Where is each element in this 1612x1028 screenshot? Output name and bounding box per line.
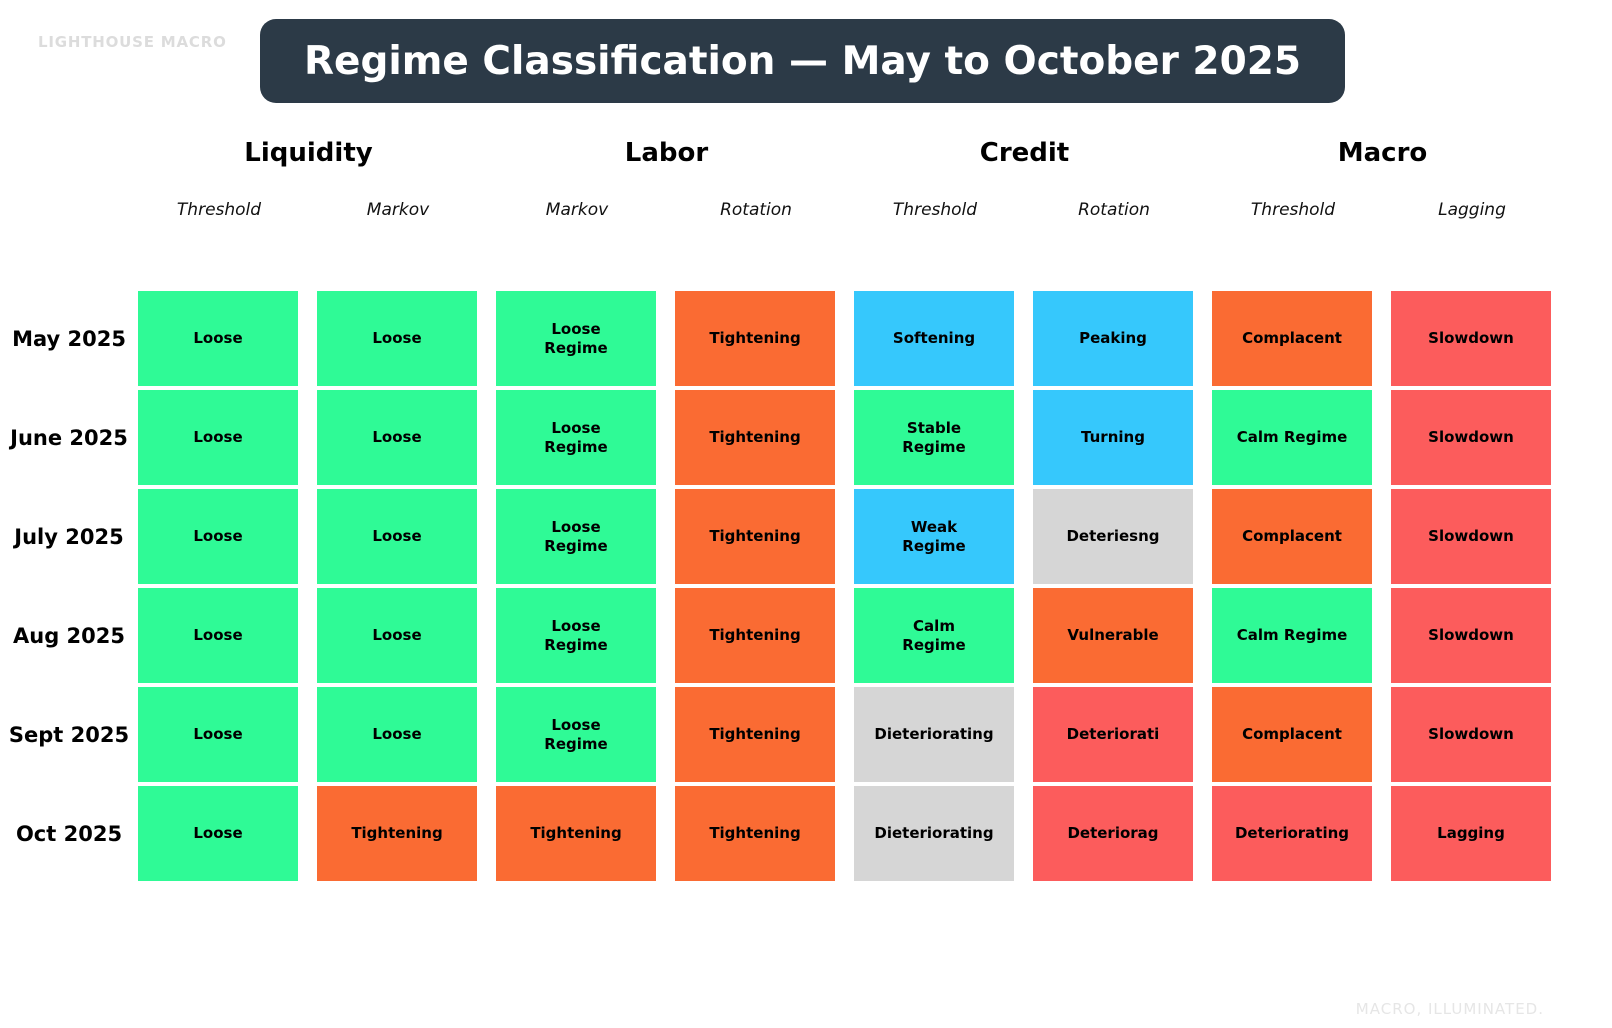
group-header-liquidity: Liquidity — [244, 138, 373, 168]
regime-cell: Loose — [138, 588, 298, 683]
regime-cell: Slowdown — [1391, 588, 1551, 683]
regime-cell: Loose — [138, 291, 298, 386]
regime-cell: Peaking — [1033, 291, 1193, 386]
regime-cell: Calm Regime — [1212, 588, 1372, 683]
row-label: July 2025 — [14, 524, 124, 549]
regime-cell: Deteriorating — [1212, 786, 1372, 881]
regime-cell: Slowdown — [1391, 390, 1551, 485]
regime-cell: Loose Regime — [496, 390, 656, 485]
regime-cell: Deteriorati — [1033, 687, 1193, 782]
regime-cell: Slowdown — [1391, 291, 1551, 386]
regime-cell: Slowdown — [1391, 489, 1551, 584]
page-title: Regime Classification — May to October 2… — [304, 38, 1301, 84]
regime-cell: Tightening — [675, 786, 835, 881]
regime-cell: Loose Regime — [496, 291, 656, 386]
group-header-macro: Macro — [1337, 138, 1428, 168]
row-label: Oct 2025 — [15, 821, 123, 846]
regime-cell: Lagging — [1391, 786, 1551, 881]
group-header-labor: Labor — [624, 138, 709, 168]
sub-header-labor-markov: Markov — [545, 200, 609, 220]
group-header-credit: Credit — [979, 138, 1070, 168]
column-subheader-row: Threshold Markov Markov Rotation Threshold Ro… — [139, 200, 1552, 220]
row-label: June 2025 — [10, 425, 128, 450]
regime-cell: Slowdown — [1391, 687, 1551, 782]
column-group-header-row: Liquidity Labor Credit Macro — [139, 138, 1552, 168]
regime-cell: Loose — [317, 687, 477, 782]
brand-watermark: LIGHTHOUSE MACRO — [38, 33, 227, 51]
regime-cell: Complacent — [1212, 687, 1372, 782]
sub-header-macro-lagging: Lagging — [1438, 200, 1506, 220]
regime-cell: Stable Regime — [854, 390, 1014, 485]
regime-cell: Loose — [317, 588, 477, 683]
regime-cell: Complacent — [1212, 291, 1372, 386]
regime-cell: Loose Regime — [496, 489, 656, 584]
row-label: Aug 2025 — [13, 623, 125, 648]
sub-header-credit-threshold: Threshold — [892, 200, 978, 220]
regime-cell: Turning — [1033, 390, 1193, 485]
title-banner: Regime Classification — May to October 2… — [260, 19, 1345, 103]
regime-cell: Calm Regime — [854, 588, 1014, 683]
regime-cell: Dieteriorating — [854, 687, 1014, 782]
brand-tagline: MACRO, ILLUMINATED. — [1355, 1000, 1544, 1018]
regime-cell: Loose — [317, 390, 477, 485]
regime-cell: Tightening — [675, 390, 835, 485]
regime-cell: Tightening — [675, 489, 835, 584]
regime-cell: Tightening — [675, 588, 835, 683]
regime-cell: Calm Regime — [1212, 390, 1372, 485]
regime-cell: Loose Regime — [496, 588, 656, 683]
regime-cell: Complacent — [1212, 489, 1372, 584]
regime-cell: Loose Regime — [496, 687, 656, 782]
regime-cell: Dieteriorating — [854, 786, 1014, 881]
regime-cell: Loose — [138, 786, 298, 881]
regime-cell: Deteriesng — [1033, 489, 1193, 584]
regime-cell: Deteriorag — [1033, 786, 1193, 881]
regime-cell: Loose — [138, 390, 298, 485]
regime-cell: Tightening — [675, 291, 835, 386]
regime-cell: Weak Regime — [854, 489, 1014, 584]
regime-cell: Tightening — [317, 786, 477, 881]
regime-cell: Softening — [854, 291, 1014, 386]
sub-header-macro-threshold: Threshold — [1250, 200, 1336, 220]
sub-header-liquidity-markov: Markov — [366, 200, 430, 220]
row-label: Sept 2025 — [8, 722, 130, 747]
row-label: May 2025 — [12, 326, 126, 351]
regime-cell: Loose — [138, 687, 298, 782]
regime-cell: Loose — [138, 489, 298, 584]
regime-cell: Vulnerable — [1033, 588, 1193, 683]
sub-header-credit-rotation: Rotation — [1078, 200, 1150, 220]
regime-cell: Loose — [317, 489, 477, 584]
regime-cell: Tightening — [496, 786, 656, 881]
regime-cell: Tightening — [675, 687, 835, 782]
regime-grid: May 2025 Loose Loose Loose Regime Tightening… — [8, 291, 1551, 881]
sub-header-liquidity-threshold: Threshold — [176, 200, 262, 220]
regime-cell: Loose — [317, 291, 477, 386]
sub-header-labor-rotation: Rotation — [720, 200, 792, 220]
